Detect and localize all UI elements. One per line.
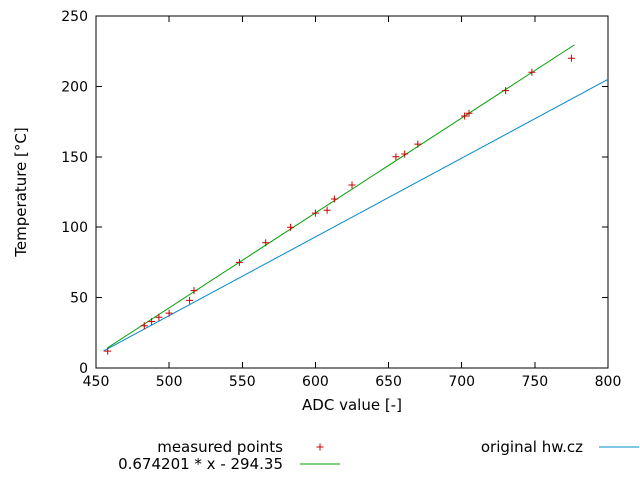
series-points [104,54,575,355]
svg-text:150: 150 [61,150,88,166]
legend-label-measured-points: measured points [157,438,283,456]
series-line [107,44,575,349]
plot-frame [95,15,609,369]
svg-text:700: 700 [448,374,475,390]
svg-text:100: 100 [61,220,88,236]
svg-text:650: 650 [375,374,402,390]
series-line [103,78,609,352]
svg-text:50: 50 [70,291,88,307]
x-axis-label: ADC value [-] [302,396,402,414]
legend-marker-blue-line-icon [599,446,639,448]
legend-label-fit-line: 0.674201 * x - 294.35 [118,455,283,473]
legend-marker-plus-icon [316,443,324,451]
x-axis-ticks: 450 500 550 600 650 700 750 800 [83,16,622,390]
svg-text:600: 600 [302,374,329,390]
svg-text:500: 500 [156,374,183,390]
svg-text:800: 800 [595,374,622,390]
legend-marker-green-line-icon [300,463,340,465]
svg-text:250: 250 [61,9,88,25]
svg-text:750: 750 [521,374,548,390]
y-axis-ticks: 0 50 100 150 200 250 [61,9,608,377]
svg-text:0: 0 [79,361,88,377]
svg-text:550: 550 [229,374,256,390]
svg-text:450: 450 [83,374,110,390]
legend-label-original-hwcz: original hw.cz [480,438,583,456]
svg-text:200: 200 [61,79,88,95]
y-axis-label: Temperature [°C] [12,127,30,257]
